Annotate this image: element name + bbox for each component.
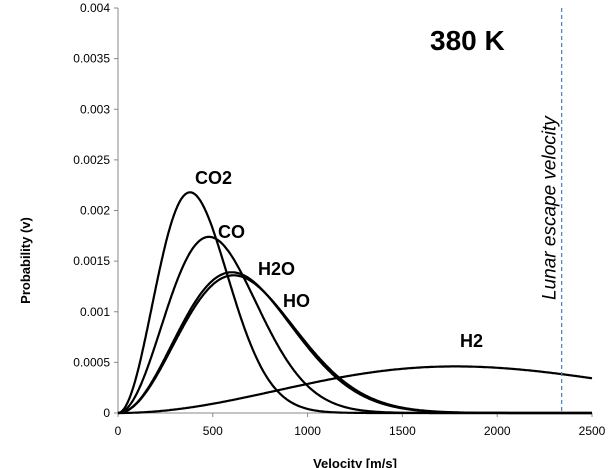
x-tick-label: 1500 [389,424,416,438]
series-line-h2 [118,365,593,415]
x-tick-label: 2500 [579,424,606,438]
series-line-h2o [118,271,592,415]
x-tick-label: 2000 [484,424,511,438]
series-label-co: CO [218,222,245,242]
temperature-label: 380 K [430,25,505,56]
y-tick-label: 0.004 [80,1,110,15]
series-label-ho: HO [283,291,310,311]
x-tick-label: 1000 [294,424,321,438]
x-axis: 0 500 1000 1500 2000 2500 [115,412,606,438]
y-tick-label: 0.001 [80,305,110,319]
series-line-ho [118,274,592,415]
escape-velocity-label: Lunar escape velocity [540,115,561,300]
series-line-co2 [117,191,592,415]
y-axis: 0 0.0005 0.001 0.0015 0.002 0.0025 0.003 0.0035… [73,1,119,420]
series-line-co [117,235,592,415]
x-tick-label: 0 [115,424,122,438]
y-tick-label: 0.0005 [73,355,110,369]
y-axis-title: Probability (v) [18,217,33,304]
series-label-h2: H2 [460,331,483,351]
y-tick-label: 0.0025 [73,153,110,167]
series-curves [117,191,593,415]
series-labels: CO2 CO H2O HO H2 [195,168,483,351]
y-tick-label: 0.003 [80,102,110,116]
y-tick-label: 0.002 [80,204,110,218]
y-tick-label: 0 [103,406,110,420]
x-tick-label: 500 [203,424,223,438]
x-axis-title: Velocity [m/s] [313,456,397,468]
series-label-h2o: H2O [258,259,295,279]
series-label-co2: CO2 [195,168,232,188]
y-tick-label: 0.0015 [73,254,110,268]
y-tick-label: 0.0035 [73,52,110,66]
